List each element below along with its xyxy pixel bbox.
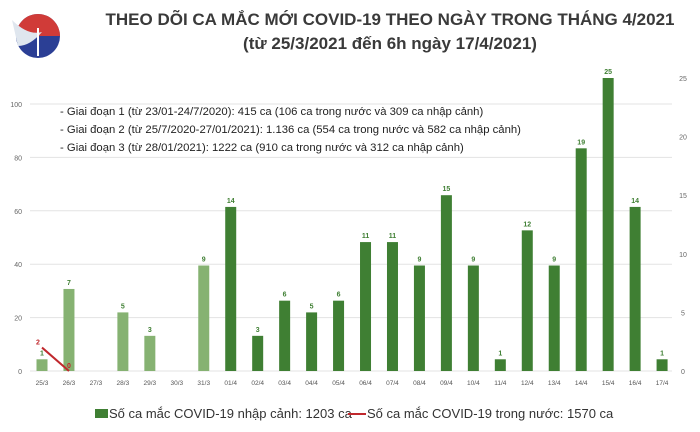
bar-data-label: 1 — [40, 350, 44, 357]
bar-imported — [629, 206, 641, 371]
bar-data-label: 9 — [552, 257, 556, 264]
bar-imported — [252, 335, 264, 371]
x-axis-tick-label: 10/4 — [467, 380, 480, 387]
line-domestic — [41, 346, 70, 372]
left-axis-tick-label: 40 — [14, 262, 22, 269]
bar-imported — [521, 230, 533, 371]
bar-data-label: 11 — [389, 233, 397, 240]
bar-data-label: 5 — [121, 303, 125, 310]
ministry-of-health-logo — [12, 14, 60, 58]
bar-data-label: 25 — [604, 69, 612, 76]
bar-data-label: 9 — [202, 257, 206, 264]
left-axis-tick-label: 20 — [14, 316, 22, 323]
right-axis-tick-label: 10 — [679, 252, 687, 259]
bar-data-label: 19 — [577, 139, 585, 146]
bar-imported — [548, 265, 560, 371]
bar-data-label: 6 — [337, 292, 341, 299]
bar-imported — [36, 359, 48, 371]
note-phase-3: - Giai đoạn 3 (từ 28/01/2021): 1222 ca (… — [60, 142, 464, 154]
x-axis-tick-label: 30/3 — [170, 380, 183, 387]
x-axis-tick-label: 09/4 — [440, 380, 453, 387]
x-axis-tick-label: 13/4 — [548, 380, 561, 387]
note-phase-2: - Giai đoạn 2 (từ 25/7/2020-27/01/2021):… — [60, 124, 521, 136]
bar-data-label: 1 — [498, 350, 502, 357]
bar-data-label: 3 — [256, 327, 260, 334]
bar-data-label: 5 — [310, 303, 314, 310]
right-axis-tick-label: 15 — [679, 193, 687, 200]
x-axis-tick-label: 31/3 — [197, 380, 210, 387]
bar-data-label: 1 — [660, 350, 664, 357]
legend-item-imported: Số ca mắc COVID-19 nhập cảnh: 1203 ca — [95, 406, 352, 421]
x-axis-tick-label: 03/4 — [278, 380, 291, 387]
bar-imported — [360, 242, 372, 371]
bar-imported — [602, 78, 614, 371]
bar-data-label: 3 — [148, 327, 152, 334]
x-axis-tick-label: 14/4 — [575, 380, 588, 387]
left-axis-tick-label: 0 — [18, 369, 22, 376]
x-axis-tick-label: 02/4 — [251, 380, 264, 387]
right-axis-tick-label: 25 — [679, 76, 687, 83]
bar-imported — [494, 359, 506, 371]
bar-imported — [575, 148, 587, 371]
x-axis-tick-label: 07/4 — [386, 380, 399, 387]
x-axis-tick-label: 11/4 — [494, 380, 507, 387]
bar-imported — [413, 265, 425, 371]
legend-label-domestic: Số ca mắc COVID-19 trong nước: 1570 ca — [367, 406, 614, 421]
x-axis-tick-label: 17/4 — [656, 380, 669, 387]
bar-imported — [306, 312, 318, 371]
x-axis-tick-label: 01/4 — [224, 380, 237, 387]
bar-imported — [144, 335, 156, 371]
x-axis-tick-label: 29/3 — [144, 380, 157, 387]
line-data-label: 0 — [67, 363, 71, 370]
bar-imported — [386, 242, 398, 371]
x-axis-tick-label: 06/4 — [359, 380, 372, 387]
bar-data-label: 14 — [631, 198, 639, 205]
legend-label-imported: Số ca mắc COVID-19 nhập cảnh: 1203 ca — [109, 406, 352, 421]
bar-data-label: 6 — [283, 292, 287, 299]
legend-bar-swatch — [95, 409, 108, 418]
bar-imported — [225, 206, 237, 371]
bar-imported — [198, 265, 210, 371]
left-axis-tick-label: 60 — [14, 209, 22, 216]
bar-imported — [279, 300, 291, 371]
x-axis-tick-label: 27/3 — [90, 380, 103, 387]
x-axis-tick-label: 28/3 — [117, 380, 130, 387]
bar-data-label: 14 — [227, 198, 235, 205]
x-axis-tick-label: 15/4 — [602, 380, 615, 387]
bar-data-label: 11 — [362, 233, 370, 240]
legend-item-domestic: Số ca mắc COVID-19 trong nước: 1570 ca — [348, 406, 613, 421]
note-phase-1: - Giai đoạn 1 (từ 23/01-24/7/2020): 415 … — [60, 106, 484, 118]
bar-data-label: 7 — [67, 280, 71, 287]
bar-imported — [63, 288, 75, 371]
right-axis-tick-label: 20 — [679, 135, 687, 142]
bar-imported — [440, 195, 452, 371]
legend-line-swatch — [348, 412, 366, 415]
x-axis-tick-label: 12/4 — [521, 380, 534, 387]
bar-imported — [333, 300, 345, 371]
bar-imported — [656, 359, 668, 371]
bar-data-label: 9 — [471, 257, 475, 264]
x-axis-tick-label: 26/3 — [63, 380, 76, 387]
x-axis-tick-label: 16/4 — [629, 380, 642, 387]
bar-data-label: 12 — [523, 221, 531, 228]
bar-data-label: 9 — [417, 257, 421, 264]
bar-imported — [467, 265, 479, 371]
chart-subtitle: (từ 25/3/2021 đến 6h ngày 17/4/2021) — [243, 34, 537, 53]
chart-title: THEO DÕI CA MẮC MỚI COVID-19 THEO NGÀY T… — [105, 10, 675, 29]
bar-imported — [117, 312, 129, 371]
line-data-label: 2 — [36, 340, 40, 347]
right-axis-tick-label: 0 — [681, 369, 685, 376]
left-axis-tick-label: 80 — [14, 155, 22, 162]
left-axis-tick-label: 100 — [10, 102, 22, 109]
x-axis-tick-label: 05/4 — [332, 380, 345, 387]
bar-data-label: 15 — [443, 186, 451, 193]
x-axis-tick-label: 04/4 — [305, 380, 318, 387]
x-axis-tick-label: 08/4 — [413, 380, 426, 387]
x-axis-tick-label: 25/3 — [36, 380, 49, 387]
right-axis-tick-label: 5 — [681, 310, 685, 317]
